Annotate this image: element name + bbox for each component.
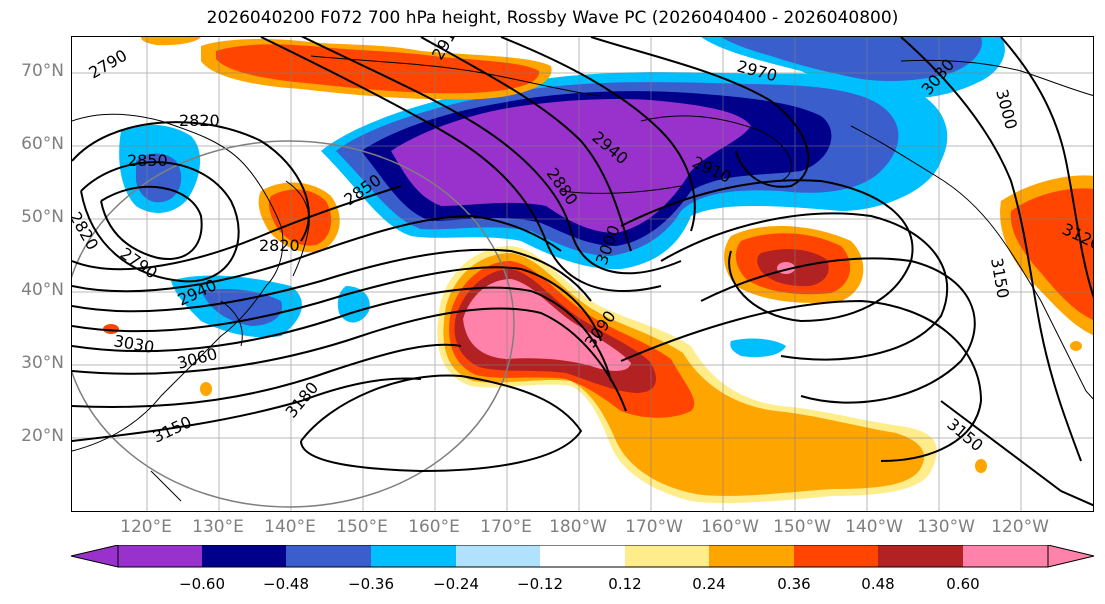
colorbar-cell (371, 545, 456, 567)
contour-label: 3000 (992, 87, 1021, 131)
lat-label-20n: 20°N (21, 426, 64, 446)
contour-label: 2820 (179, 111, 220, 130)
colorbar-cell (202, 545, 286, 567)
colorbar-extend-max (1047, 545, 1095, 568)
lat-label-30n: 30°N (21, 353, 64, 373)
colorbar-tick-label: −0.36 (348, 575, 394, 593)
lat-label-60n: 60°N (21, 134, 64, 154)
lon-label: 140°W (845, 517, 903, 537)
colorbar-tick-label: 0.48 (861, 575, 895, 593)
colorbar-tick-label: 0.60 (946, 575, 980, 593)
lon-label: 170°W (625, 517, 683, 537)
colorbar-tick-label: 0.36 (777, 575, 811, 593)
colorbar-cell (878, 545, 963, 567)
lon-label: 150°W (773, 517, 831, 537)
contour-label: 3030 (112, 331, 155, 357)
map-panel: 2790 2790 2820 2820 2820 2850 2850 2880 … (71, 36, 1094, 512)
lon-label: 160°E (408, 517, 460, 537)
colorbar-cell (625, 545, 709, 567)
colorbar-cell (286, 545, 371, 567)
contour-label: 3150 (150, 412, 195, 446)
contour-label: 2850 (127, 151, 168, 170)
lon-label: 170°E (480, 517, 532, 537)
colorbar-cell (963, 545, 1048, 567)
lon-label: 120°W (991, 517, 1049, 537)
colorbar-cell (709, 545, 794, 567)
lon-label: 160°W (701, 517, 759, 537)
contour-label: 2790 (117, 244, 161, 283)
chart-title: 2026040200 F072 700 hPa height, Rossby W… (206, 8, 899, 28)
lon-label: 130°E (192, 517, 244, 537)
colorbar-tick-label: 0.24 (692, 575, 726, 593)
lon-label: 120°E (120, 517, 172, 537)
colorbar-extend-min (70, 545, 119, 568)
lat-label-70n: 70°N (21, 61, 64, 81)
colorbar-tick-label: −0.60 (179, 575, 225, 593)
colorbar-cell (794, 545, 878, 567)
colorbar-cell (118, 545, 202, 567)
colorbar-tick-label: −0.12 (517, 575, 563, 593)
height-contours (72, 37, 1093, 507)
contour-label: 2790 (86, 46, 131, 83)
contour-label: 3150 (943, 415, 986, 456)
colorbar-tick-label: −0.24 (433, 575, 479, 593)
lon-label: 130°W (917, 517, 975, 537)
lon-label: 180°W (549, 517, 607, 537)
map-canvas: 2790 2790 2820 2820 2820 2850 2850 2880 … (72, 37, 1093, 511)
contour-label: 2820 (259, 236, 300, 255)
colorbar-tick-label: −0.48 (263, 575, 309, 593)
colorbar (70, 545, 1095, 568)
anomaly-shading (103, 37, 1093, 504)
colorbar-cell (540, 545, 625, 567)
contour-label: 3150 (987, 256, 1013, 299)
colorbar-cell (456, 545, 540, 567)
lon-label: 140°E (264, 517, 316, 537)
lat-label-40n: 40°N (21, 280, 64, 300)
lon-label: 150°E (336, 517, 388, 537)
graticule (72, 37, 1093, 511)
colorbar-tick-label: 0.12 (608, 575, 642, 593)
reference-circle (72, 140, 515, 508)
lat-label-50n: 50°N (21, 207, 64, 227)
